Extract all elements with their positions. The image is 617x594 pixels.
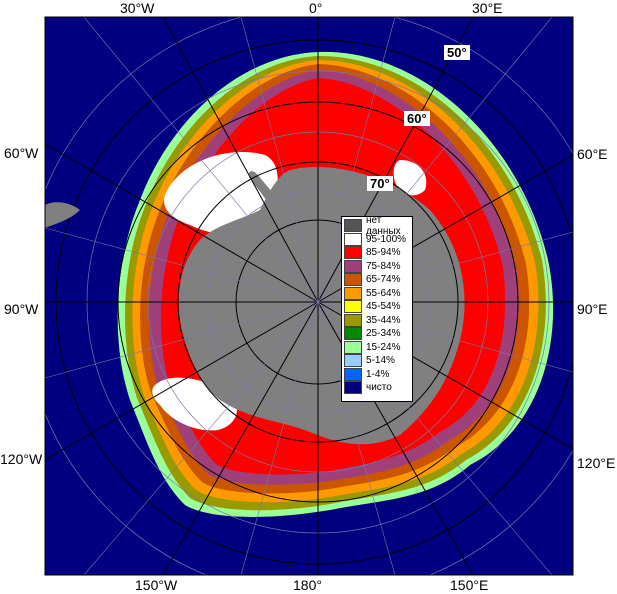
top-label-0: 0° [309, 0, 323, 16]
legend-swatch [344, 273, 362, 287]
top-label-30e: 30°E [472, 0, 503, 16]
legend-label: 95-100% [366, 233, 407, 245]
legend-label: чисто [366, 382, 392, 394]
legend-swatch [344, 232, 362, 246]
legend: нет данных 95-100% 85-94% 75-84% 65-74% 55-64… [341, 215, 413, 402]
top-label-30w: 30°W [120, 0, 155, 16]
legend-label: 1-4% [366, 368, 390, 380]
ice-zone-95-100-east [393, 160, 427, 196]
legend-item: 85-94% [344, 246, 410, 260]
legend-item: 95-100% [344, 232, 410, 247]
legend-swatch [344, 300, 362, 314]
legend-label: 35-44% [366, 314, 401, 326]
map-frame [44, 16, 574, 576]
legend-swatch [344, 381, 362, 395]
latitude-label-70: 70° [367, 176, 393, 191]
legend-swatch [344, 286, 362, 300]
legend-item: 75-84% [344, 259, 410, 274]
legend-item: 35-44% [344, 313, 410, 328]
south-america-tip [45, 202, 80, 228]
left-label-60w: 60°W [4, 145, 39, 161]
legend-item: нет данных [344, 215, 410, 237]
legend-item: 5-14% [344, 354, 410, 368]
legend-swatch [344, 259, 362, 273]
legend-label: 15-24% [366, 341, 401, 353]
legend-swatch [344, 327, 362, 341]
legend-item: 45-54% [344, 300, 410, 314]
legend-item: 1-4% [344, 367, 410, 382]
legend-item: 15-24% [344, 340, 410, 355]
legend-swatch [344, 367, 362, 381]
legend-swatch [344, 340, 362, 354]
left-label-120w: 120°W [0, 451, 43, 467]
legend-label: 85-94% [366, 247, 401, 259]
legend-swatch [344, 219, 362, 233]
legend-label: 25-34% [366, 328, 401, 340]
legend-label: 65-74% [366, 274, 401, 286]
legend-item: 55-64% [344, 286, 410, 301]
legend-item: чисто [344, 381, 410, 395]
latitude-label-50: 50° [444, 45, 470, 60]
legend-label: 55-64% [366, 287, 401, 299]
legend-item: 65-74% [344, 273, 410, 287]
antarctic-peninsula [248, 171, 288, 215]
legend-label: 45-54% [366, 301, 401, 313]
right-label-90e: 90°E [577, 301, 608, 317]
bottom-label-180: 180° [293, 577, 322, 593]
left-label-90w: 90°W [4, 301, 39, 317]
latitude-label-60: 60° [404, 111, 430, 126]
right-label-60e: 60°E [577, 146, 608, 162]
legend-label: 5-14% [366, 355, 395, 367]
bottom-label-150w: 150°W [135, 577, 178, 593]
legend-label: 75-84% [366, 260, 401, 272]
legend-item: 25-34% [344, 327, 410, 341]
legend-swatch [344, 313, 362, 327]
legend-label: нет данных [366, 214, 401, 237]
bottom-label-150e: 150°E [450, 577, 489, 593]
right-label-120e: 120°E [577, 455, 616, 471]
legend-swatch [344, 354, 362, 368]
legend-swatch [344, 246, 362, 260]
